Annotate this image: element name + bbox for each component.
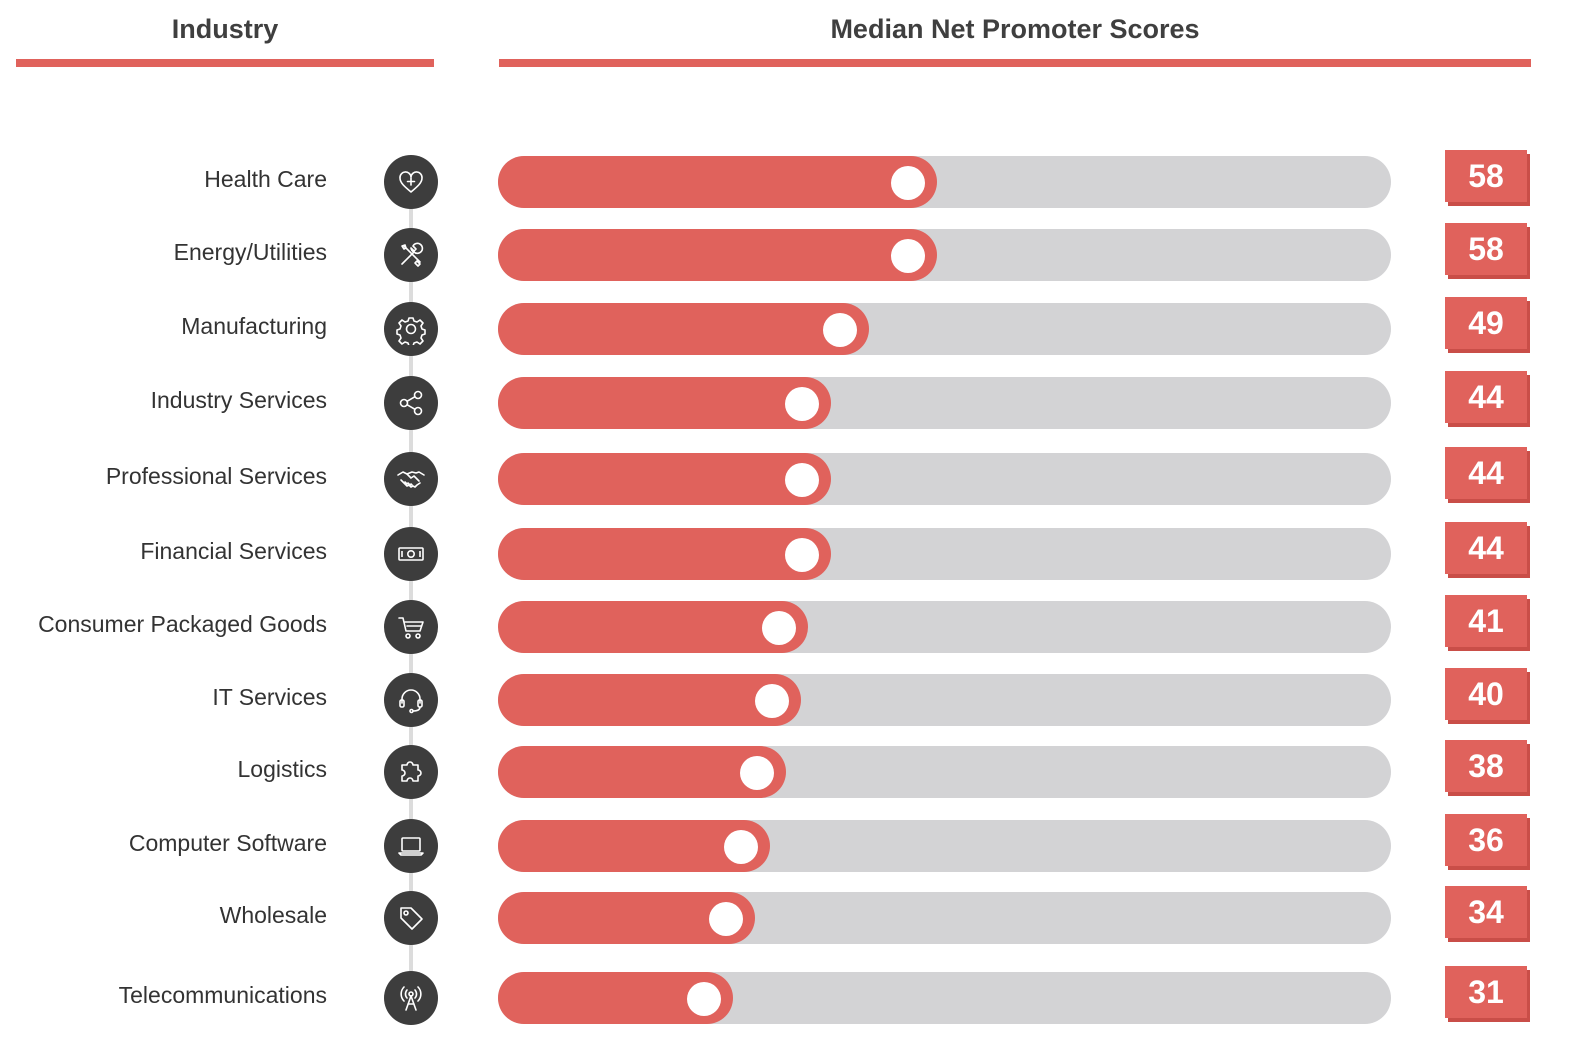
- chart-row: Manufacturing 49: [0, 297, 1572, 356]
- category-label: Computer Software: [128, 830, 327, 856]
- category-label: Energy/Utilities: [173, 239, 327, 265]
- category-label: Logistics: [237, 756, 327, 782]
- bar-knob: [755, 684, 789, 718]
- industry-header: Industry: [171, 14, 279, 44]
- bar-fill: [498, 303, 869, 355]
- bar-fill: [498, 229, 937, 281]
- bar-knob: [724, 830, 758, 864]
- bar-fill: [498, 674, 801, 726]
- chart-row: Energy/Utilities 58: [0, 223, 1572, 282]
- handshake-icon: [384, 452, 438, 506]
- chart-row: Logistics 38: [0, 740, 1572, 799]
- category-label: Financial Services: [140, 538, 327, 564]
- bar-fill: [498, 528, 831, 580]
- value-label: 58: [1445, 150, 1527, 202]
- tools-icon: [384, 228, 438, 282]
- category-label: Industry Services: [150, 387, 327, 413]
- industry-header-rule: [16, 59, 434, 67]
- value-label: 38: [1445, 740, 1527, 792]
- bar-knob: [709, 902, 743, 936]
- value-label: 58: [1445, 223, 1527, 275]
- chart-row: Telecommunications 31: [0, 966, 1572, 1025]
- cart-icon: [384, 600, 438, 654]
- bar-fill: [498, 453, 831, 505]
- value-label: 44: [1445, 522, 1527, 574]
- bar-knob: [740, 756, 774, 790]
- chart-row: Wholesale 34: [0, 886, 1572, 945]
- chart-row: Professional Services 44: [0, 447, 1572, 506]
- value-label: 44: [1445, 371, 1527, 423]
- scores-header-rule: [499, 59, 1531, 67]
- category-label: IT Services: [212, 684, 327, 710]
- chart-row: Computer Software 36: [0, 814, 1572, 873]
- category-label: Wholesale: [219, 902, 327, 928]
- bar-fill: [498, 746, 786, 798]
- icon-connector-line: [409, 182, 413, 998]
- chart-row: Industry Services 44: [0, 371, 1572, 430]
- category-label: Professional Services: [105, 463, 327, 489]
- chart-row: Financial Services 44: [0, 522, 1572, 581]
- category-label: Manufacturing: [181, 313, 327, 339]
- bar-knob: [823, 313, 857, 347]
- laptop-icon: [384, 819, 438, 873]
- bar-knob: [891, 166, 925, 200]
- value-label: 41: [1445, 595, 1527, 647]
- category-label: Consumer Packaged Goods: [38, 611, 327, 637]
- bar-fill: [498, 156, 937, 208]
- category-label: Telecommunications: [118, 982, 327, 1008]
- bar-knob: [891, 239, 925, 273]
- bar-knob: [785, 538, 819, 572]
- bar-knob: [785, 387, 819, 421]
- tag-icon: [384, 891, 438, 945]
- value-label: 40: [1445, 668, 1527, 720]
- chart-row: Consumer Packaged Goods 41: [0, 595, 1572, 654]
- bar-knob: [785, 463, 819, 497]
- value-label: 44: [1445, 447, 1527, 499]
- value-label: 34: [1445, 886, 1527, 938]
- heart-plus-icon: [384, 155, 438, 209]
- value-label: 49: [1445, 297, 1527, 349]
- bar-fill: [498, 377, 831, 429]
- chart-row: IT Services 40: [0, 668, 1572, 727]
- bar-knob: [762, 611, 796, 645]
- bar-knob: [687, 982, 721, 1016]
- share-icon: [384, 376, 438, 430]
- value-label: 31: [1445, 966, 1527, 1018]
- value-label: 36: [1445, 814, 1527, 866]
- bar-fill: [498, 972, 733, 1024]
- bar-fill: [498, 601, 808, 653]
- scores-header: Median Net Promoter Scores: [830, 14, 1200, 44]
- bar-fill: [498, 892, 755, 944]
- headset-icon: [384, 673, 438, 727]
- money-icon: [384, 527, 438, 581]
- puzzle-icon: [384, 745, 438, 799]
- category-label: Health Care: [204, 166, 327, 192]
- gear-icon: [384, 302, 438, 356]
- antenna-icon: [384, 971, 438, 1025]
- chart-row: Health Care 58: [0, 150, 1572, 209]
- bar-fill: [498, 820, 770, 872]
